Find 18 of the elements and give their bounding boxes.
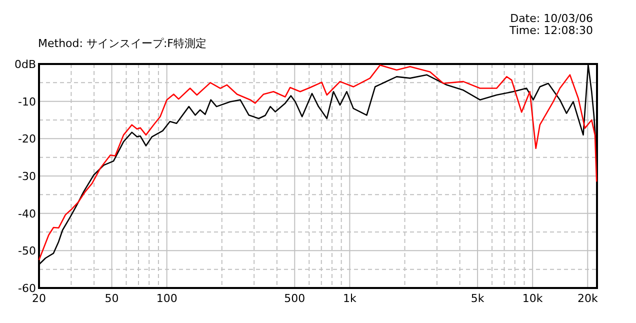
x-tick-label: 500 — [284, 292, 306, 305]
y-tick-label: -20 — [18, 132, 36, 146]
y-tick-label: -30 — [18, 170, 36, 183]
x-tick-label: 5k — [470, 292, 485, 305]
y-tick-label: 0dB — [14, 58, 36, 71]
text: Date: 10/03/06 — [510, 12, 593, 25]
text: Method: サインスイープ:F特測定 — [38, 37, 206, 50]
y-tick-label: -50 — [18, 244, 36, 258]
x-tick-label: 100 — [156, 292, 178, 305]
x-tick-label: 20 — [32, 292, 46, 305]
y-tick-label: -60 — [18, 282, 36, 295]
x-tick-label: 20k — [577, 292, 598, 305]
x-tick-label: 1k — [343, 292, 358, 305]
y-tick-label: -40 — [18, 207, 36, 220]
x-tick-label: 50 — [104, 292, 119, 305]
x-tick-label: 10k — [522, 292, 544, 305]
text: Time: 12:08:30 — [508, 24, 593, 37]
y-tick-label: -10 — [18, 95, 36, 108]
